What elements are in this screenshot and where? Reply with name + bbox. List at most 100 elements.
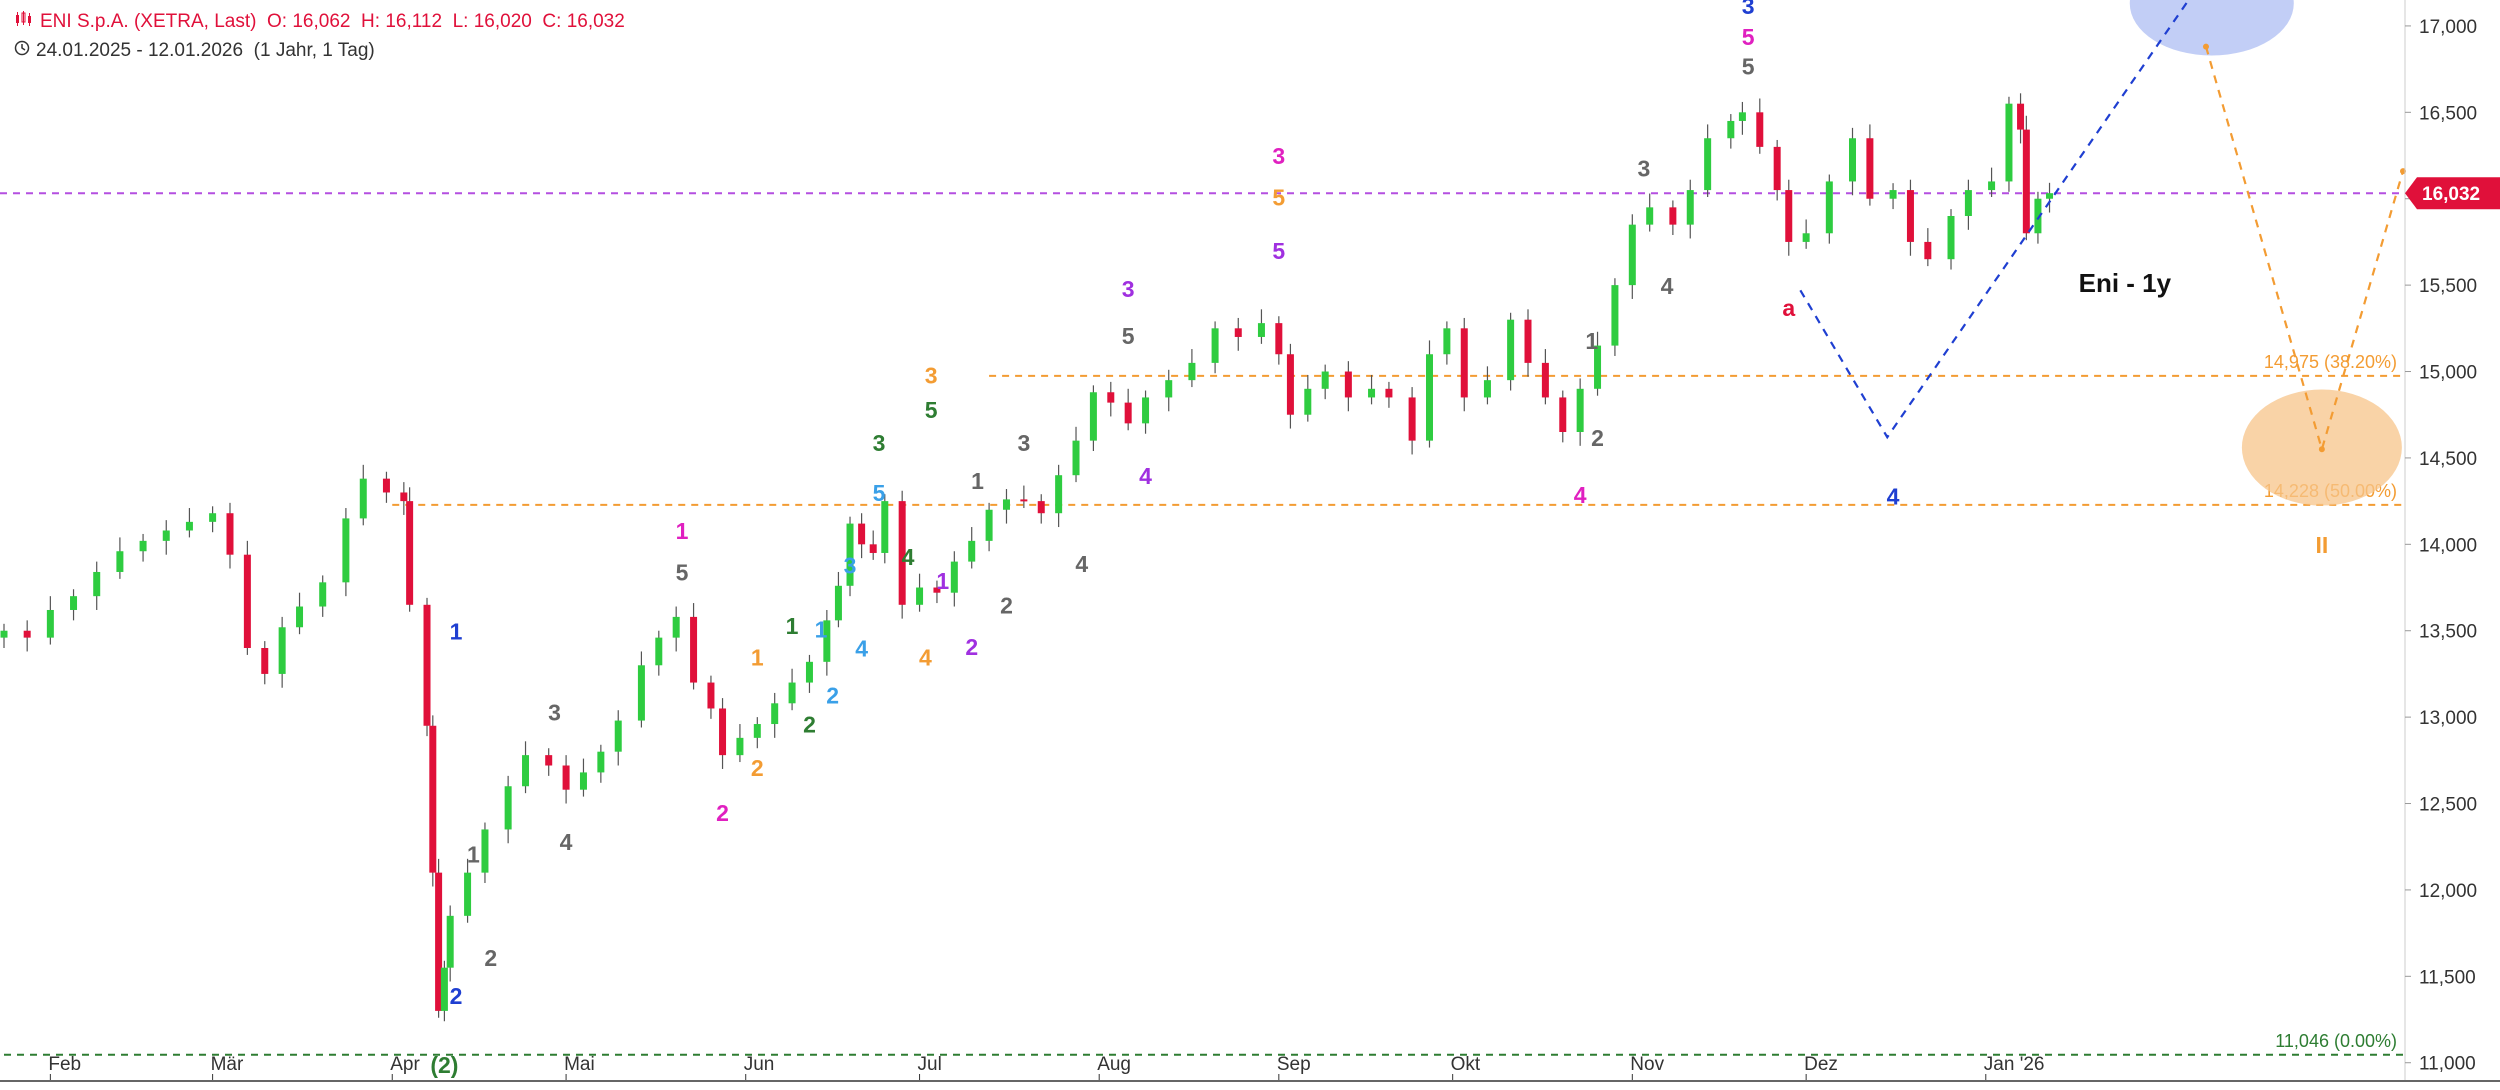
wave-label: 3 — [925, 363, 938, 389]
candle-body — [23, 630, 31, 638]
candle-body — [93, 571, 101, 597]
candle-body — [1906, 190, 1914, 242]
candle-body — [429, 725, 437, 873]
candle-body — [614, 720, 622, 752]
wave-label: 3 — [1017, 430, 1030, 456]
y-tick-label: 11,500 — [2419, 967, 2476, 988]
projection-lines — [1799, 0, 2406, 454]
candle-body — [1460, 328, 1468, 398]
candle-body — [1443, 328, 1451, 355]
y-tick-label: 13,000 — [2419, 708, 2477, 729]
candlestick-series — [0, 93, 2054, 1022]
wave-label: 5 — [1272, 238, 1285, 264]
candle-body — [185, 521, 193, 531]
wave-label: 5 — [873, 480, 886, 506]
wave-label: 2 — [484, 945, 497, 971]
wave-label: 2 — [751, 755, 764, 781]
wave-label: 4 — [855, 636, 868, 662]
candle-body — [707, 682, 715, 709]
date-range: 24.01.2025 - 12.01.2026 — [36, 40, 244, 61]
wave-label: 3 — [844, 553, 857, 579]
candle-body — [1321, 371, 1329, 389]
candle-body — [672, 616, 680, 638]
candle-body — [1611, 285, 1619, 346]
x-tick-label: Apr — [390, 1054, 420, 1075]
wave-label: 3 — [1742, 0, 1755, 19]
candle-body — [1541, 362, 1549, 398]
wave-label: 2 — [1000, 592, 1013, 618]
wave-label: 4 — [902, 544, 915, 570]
instrument-title: ENI S.p.A. (XETRA, Last) — [40, 11, 257, 32]
candle-body — [139, 540, 147, 552]
candle-body — [1188, 362, 1196, 381]
candle-body — [1947, 216, 1955, 260]
candle-body — [834, 585, 842, 621]
candle-body — [70, 596, 78, 610]
wave-label: 5 — [1122, 323, 1135, 349]
wave-label: 4 — [919, 644, 932, 670]
clock-icon[interactable] — [14, 40, 30, 62]
candle-body — [522, 755, 530, 787]
low-value: 16,020 — [473, 11, 532, 32]
instrument-header: ENI S.p.A. (XETRA, Last) O: 16,062 H: 16… — [14, 11, 625, 33]
x-tick-label: Jun — [744, 1054, 775, 1075]
wave-label: 2 — [965, 634, 978, 660]
candle-body — [278, 627, 286, 674]
y-tick-label: 12,000 — [2419, 881, 2477, 902]
wave-label: 2 — [716, 800, 729, 826]
high-label: H: — [361, 11, 381, 32]
wave-label: 5 — [925, 397, 938, 423]
candle-body — [1738, 112, 1746, 121]
wave-label: 1 — [751, 644, 764, 670]
fib-level-label: 14,975 (38.20%) — [2264, 352, 2397, 372]
candle-body — [1124, 402, 1132, 424]
candle-body — [464, 872, 472, 916]
wave-label: 3 — [1637, 155, 1650, 181]
close-value: 16,032 — [566, 11, 625, 32]
candle-body — [1072, 440, 1080, 476]
wave-label: 4 — [1887, 484, 1900, 510]
candle-body — [690, 616, 698, 683]
horizontal-lines: 14,975 (38.20%)14,228 (50.00%)11,046 (0.… — [0, 192, 2405, 1056]
wave-label: 5 — [1272, 185, 1285, 211]
x-tick-label: Jan '26 — [1984, 1054, 2045, 1075]
low-label: L: — [452, 11, 469, 32]
y-tick-label: 12,500 — [2419, 795, 2477, 816]
candle-body — [1385, 388, 1393, 398]
candle-body — [359, 478, 367, 519]
x-tick-label: Nov — [1630, 1054, 1664, 1075]
fib-level-label: 11,046 (0.00%) — [2275, 1031, 2397, 1051]
wave-label: 3 — [1272, 143, 1285, 169]
candle-body — [2046, 193, 2054, 199]
close-label: C: — [542, 11, 562, 32]
candle-body — [1825, 181, 1833, 234]
candle-body — [823, 620, 831, 662]
y-tick-label: 11,000 — [2419, 1054, 2476, 1075]
candle-body — [1773, 146, 1781, 191]
candle-body — [1785, 190, 1793, 242]
candle-body — [788, 682, 796, 704]
y-tick-label: 15,000 — [2419, 363, 2477, 384]
candlestick-icon[interactable] — [14, 11, 34, 33]
wave-label: 4 — [1574, 482, 1587, 508]
candle-body — [985, 509, 993, 541]
candle-body — [342, 518, 350, 583]
candle-body — [950, 561, 958, 593]
candle-body — [0, 630, 8, 638]
candle-body — [1234, 328, 1242, 337]
candle-body — [753, 724, 761, 738]
candle-body — [805, 661, 813, 683]
candle-body — [881, 501, 889, 553]
candle-body — [968, 540, 976, 562]
x-tick-label: Mai — [564, 1054, 595, 1075]
wave-label: (2) — [430, 1052, 458, 1078]
candle-body — [481, 829, 489, 873]
wave-label: 3 — [548, 700, 561, 726]
wave-label: 5 — [1742, 53, 1755, 79]
wave-label: 3 — [1122, 276, 1135, 302]
wave-label: 4 — [1139, 463, 1152, 489]
candle-body — [261, 648, 269, 674]
open-value: 16,062 — [292, 11, 351, 32]
wave-label: 1 — [676, 518, 689, 544]
